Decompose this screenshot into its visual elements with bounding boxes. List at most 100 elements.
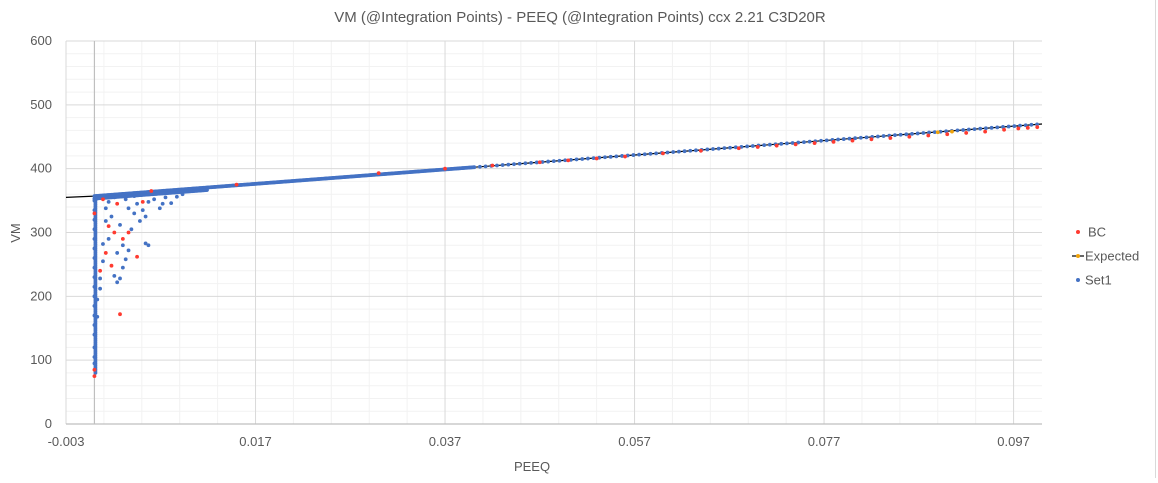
x-tick-labels: -0.003 0.017 0.037 0.057 0.077 0.097 xyxy=(48,434,1030,449)
set1-point xyxy=(123,257,128,262)
set1-point xyxy=(972,127,977,132)
set1-point xyxy=(762,143,767,148)
set1-point xyxy=(841,137,846,141)
set1-point xyxy=(921,131,926,135)
set1-point xyxy=(92,304,97,308)
bc-point xyxy=(926,133,931,138)
set1-point xyxy=(483,164,488,169)
set1-point xyxy=(115,280,120,285)
set1-point xyxy=(847,136,852,141)
set1-point xyxy=(529,160,533,165)
set1-point xyxy=(620,154,624,158)
y-tick-label: 300 xyxy=(30,225,52,240)
set1-point xyxy=(92,236,97,241)
set1-point xyxy=(92,265,97,270)
set1-point xyxy=(92,294,97,299)
set1-point xyxy=(112,195,117,200)
bc-point xyxy=(126,230,131,235)
expected-point xyxy=(935,130,940,135)
set1-point xyxy=(92,361,97,366)
set1-point xyxy=(745,144,750,149)
set1-point xyxy=(955,128,960,133)
bc-point xyxy=(118,312,122,317)
set1-point xyxy=(881,134,886,138)
legend-expected-marker xyxy=(1076,254,1080,258)
set1-point xyxy=(802,140,806,145)
set1-point xyxy=(92,313,97,318)
set1-point xyxy=(126,206,131,211)
set1-point xyxy=(603,155,607,160)
set1-point xyxy=(819,138,823,143)
bc-point xyxy=(120,236,125,241)
set1-point xyxy=(132,211,137,216)
set1-point xyxy=(500,163,505,167)
set1-point xyxy=(927,130,931,135)
set1-point xyxy=(966,127,971,132)
expected-point xyxy=(950,129,954,134)
set1-point xyxy=(101,259,105,264)
set1-point xyxy=(126,248,131,253)
set1-point xyxy=(92,332,97,337)
set1-point xyxy=(92,345,97,350)
set1-point xyxy=(95,297,100,302)
bc-point xyxy=(964,131,969,135)
set1-point xyxy=(123,197,128,202)
set1-point xyxy=(586,156,590,161)
set1-point xyxy=(750,144,755,148)
bc-point xyxy=(106,224,111,229)
x-axis-title: PEEQ xyxy=(514,459,550,474)
set1-point xyxy=(824,138,829,143)
y-tick-label: 100 xyxy=(30,352,52,367)
bc-point xyxy=(112,230,117,235)
set1-point xyxy=(944,129,949,134)
x-tick-label: -0.003 xyxy=(48,434,85,449)
bc-point xyxy=(140,199,145,204)
set1-point xyxy=(910,131,914,136)
set1-point xyxy=(180,192,185,197)
set1-point xyxy=(92,323,97,327)
set1-point xyxy=(92,208,97,213)
set1-point xyxy=(157,206,162,211)
set1-point xyxy=(101,242,105,246)
set1-point xyxy=(92,355,97,359)
bc-point xyxy=(1016,126,1021,131)
set1-point xyxy=(546,159,551,164)
set1-point xyxy=(1035,122,1039,127)
set1-point xyxy=(135,201,139,206)
bc-point xyxy=(234,182,239,187)
set1-point xyxy=(92,217,97,222)
bc-point xyxy=(490,163,495,168)
set1-point xyxy=(118,276,122,281)
set1-point xyxy=(779,141,784,146)
set1-point xyxy=(103,219,108,223)
bc-point xyxy=(793,142,798,147)
set1-point xyxy=(591,156,596,161)
set1-point xyxy=(1029,122,1034,127)
set1-point xyxy=(534,160,539,165)
set1-point xyxy=(98,276,103,281)
set1-point xyxy=(728,145,732,150)
set1-point xyxy=(143,214,148,219)
bc-point xyxy=(566,158,571,163)
set1-point xyxy=(688,148,693,153)
chart-title: VM (@Integration Points) - PEEQ (@Integr… xyxy=(334,9,826,26)
bc-point xyxy=(831,139,836,144)
y-tick-labels: 0 100 200 300 400 500 600 xyxy=(30,33,52,431)
set1-point xyxy=(140,208,145,213)
set1-point xyxy=(711,147,715,151)
set1-point xyxy=(557,158,562,163)
bc-point xyxy=(850,138,855,143)
bc-point xyxy=(869,137,874,142)
set1-point xyxy=(120,243,125,248)
set1-point xyxy=(682,149,687,154)
bc-point xyxy=(812,141,817,146)
set1-point xyxy=(807,139,812,144)
set1-point xyxy=(92,275,97,280)
set1-point xyxy=(864,135,869,140)
bc-point xyxy=(661,151,665,156)
set1-point xyxy=(1018,123,1022,128)
set1-point xyxy=(160,201,165,206)
y-tick-label: 400 xyxy=(30,161,52,176)
